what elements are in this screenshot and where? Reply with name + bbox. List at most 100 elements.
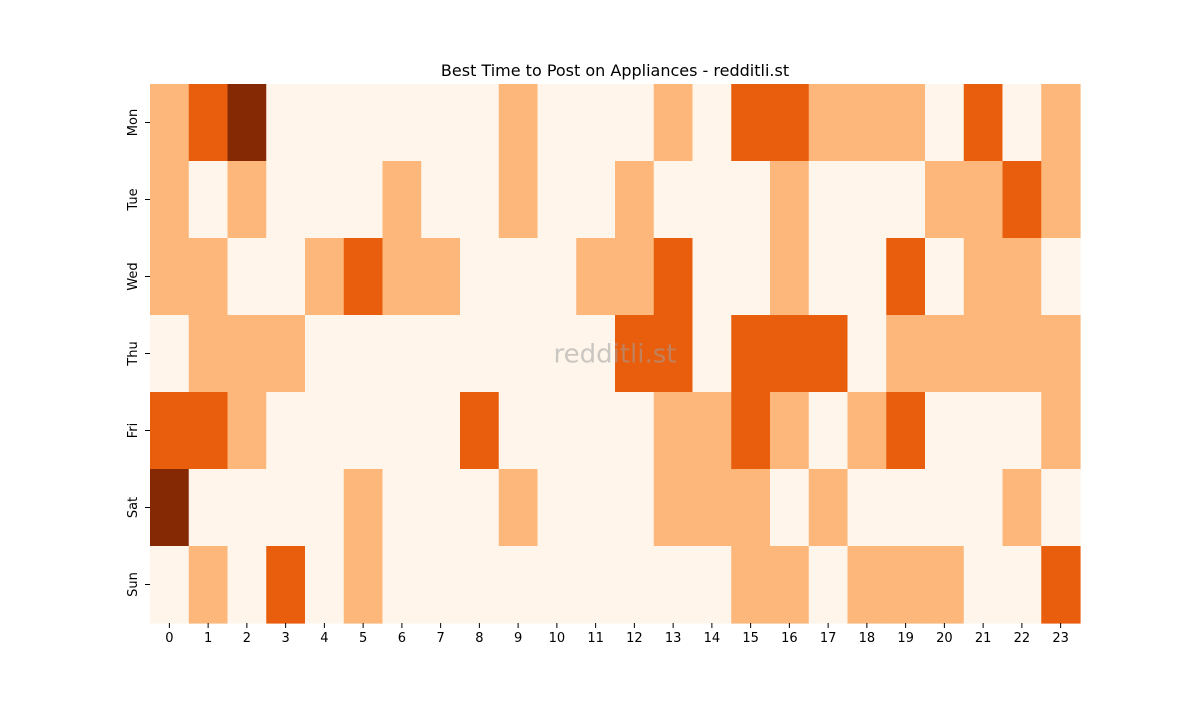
heatmap-cell-fri-16	[770, 392, 810, 470]
heatmap-cell-sat-17	[808, 469, 849, 547]
heatmap-cell-fri-7	[421, 392, 461, 470]
heatmap-cell-tue-7	[421, 161, 461, 239]
heatmap-cell-wed-20	[925, 238, 965, 316]
heatmap-cell-wed-12	[615, 238, 655, 316]
heatmap-cell-tue-20	[925, 161, 965, 239]
heatmap-cell-mon-2	[227, 84, 267, 162]
heatmap-cell-sun-2	[227, 546, 267, 624]
heatmap-cell-wed-14	[692, 238, 732, 316]
heatmap-cell-mon-9	[498, 84, 539, 162]
heatmap-cell-sun-11	[576, 546, 616, 624]
heatmap-cell-tue-2	[227, 161, 267, 239]
x-tick-label: 7	[436, 631, 444, 646]
heatmap-cell-fri-22	[1002, 392, 1042, 470]
heatmap-cell-wed-0	[150, 238, 190, 316]
heatmap-cell-wed-2	[227, 238, 267, 316]
heatmap-cell-thu-11	[576, 315, 616, 393]
heatmap-cell-fri-1	[188, 392, 229, 470]
x-tick-label: 2	[243, 631, 251, 646]
chart-title: Best Time to Post on Appliances - reddit…	[441, 61, 789, 80]
heatmap-cell-thu-1	[188, 315, 229, 393]
heatmap-cell-thu-15	[731, 315, 771, 393]
heatmap-cell-fri-12	[615, 392, 655, 470]
heatmap-cell-tue-5	[343, 161, 384, 239]
heatmap-cell-sun-6	[382, 546, 422, 624]
x-tick-label: 16	[781, 631, 798, 646]
heatmap-cell-sun-16	[770, 546, 810, 624]
heatmap-cell-wed-8	[460, 238, 500, 316]
heatmap-cell-fri-13	[653, 392, 694, 470]
y-tick-label: Sat	[126, 497, 141, 518]
heatmap-cell-mon-23	[1041, 84, 1081, 162]
x-tick-label: 18	[859, 631, 876, 646]
heatmap-cell-wed-22	[1002, 238, 1042, 316]
x-tick-label: 8	[475, 631, 483, 646]
heatmap-cell-thu-4	[305, 315, 345, 393]
heatmap-cell-fri-17	[808, 392, 849, 470]
heatmap-cell-sat-19	[886, 469, 926, 547]
heatmap-cell-wed-5	[343, 238, 384, 316]
heatmap-cell-wed-1	[188, 238, 229, 316]
x-tick-label: 19	[897, 631, 914, 646]
heatmap-cell-mon-14	[692, 84, 732, 162]
heatmap-cell-mon-19	[886, 84, 926, 162]
heatmap-cell-wed-7	[421, 238, 461, 316]
heatmap-cell-wed-23	[1041, 238, 1081, 316]
x-tick-label: 17	[820, 631, 837, 646]
heatmap-cell-sat-5	[343, 469, 384, 547]
y-tick-label: Wed	[126, 262, 141, 290]
heatmap-cell-mon-18	[847, 84, 887, 162]
heatmap-cell-mon-0	[150, 84, 190, 162]
heatmap-cell-thu-13	[653, 315, 694, 393]
heatmap-cell-sat-10	[537, 469, 577, 547]
heatmap-cell-sat-2	[227, 469, 267, 547]
heatmap-cell-thu-0	[150, 315, 190, 393]
heatmap-cell-mon-6	[382, 84, 422, 162]
heatmap-cell-wed-21	[963, 238, 1004, 316]
heatmap-cell-mon-1	[188, 84, 229, 162]
heatmap-cell-sun-5	[343, 546, 384, 624]
y-tick-label: Fri	[126, 423, 141, 439]
heatmap-cell-fri-8	[460, 392, 500, 470]
heatmap-cell-tue-13	[653, 161, 694, 239]
x-tick-label: 11	[587, 631, 604, 646]
heatmap-cell-wed-18	[847, 238, 887, 316]
heatmap-cell-sun-12	[615, 546, 655, 624]
heatmap-cell-sun-9	[498, 546, 539, 624]
heatmap-cell-sun-18	[847, 546, 887, 624]
heatmap-cell-fri-4	[305, 392, 345, 470]
heatmap-cell-sat-15	[731, 469, 771, 547]
heatmap-cell-mon-20	[925, 84, 965, 162]
heatmap-cell-thu-5	[343, 315, 384, 393]
heatmap-cell-mon-4	[305, 84, 345, 162]
heatmap-cell-sat-1	[188, 469, 229, 547]
heatmap-cell-sat-9	[498, 469, 539, 547]
heatmap-cell-fri-15	[731, 392, 771, 470]
heatmap-cell-sun-1	[188, 546, 229, 624]
x-tick-label: 3	[281, 631, 289, 646]
heatmap-cell-sun-10	[537, 546, 577, 624]
heatmap-cell-mon-17	[808, 84, 849, 162]
heatmap-cell-fri-10	[537, 392, 577, 470]
heatmap-cell-thu-16	[770, 315, 810, 393]
heatmap-cell-sun-13	[653, 546, 694, 624]
heatmap-cell-thu-20	[925, 315, 965, 393]
heatmap-cell-tue-21	[963, 161, 1004, 239]
x-tick-label: 12	[626, 631, 643, 646]
heatmap-cell-thu-14	[692, 315, 732, 393]
heatmap-cell-sun-20	[925, 546, 965, 624]
y-tick-label: Mon	[126, 109, 141, 136]
x-tick-label: 1	[204, 631, 212, 646]
heatmap-cell-wed-9	[498, 238, 539, 316]
heatmap-cell-sun-8	[460, 546, 500, 624]
heatmap-cell-tue-16	[770, 161, 810, 239]
heatmap-cell-thu-8	[460, 315, 500, 393]
heatmap-cell-fri-5	[343, 392, 384, 470]
x-tick-label: 21	[975, 631, 992, 646]
heatmap-cell-tue-8	[460, 161, 500, 239]
heatmap-cell-mon-8	[460, 84, 500, 162]
heatmap-cell-thu-12	[615, 315, 655, 393]
heatmap-cell-sun-7	[421, 546, 461, 624]
heatmap-cell-fri-18	[847, 392, 887, 470]
